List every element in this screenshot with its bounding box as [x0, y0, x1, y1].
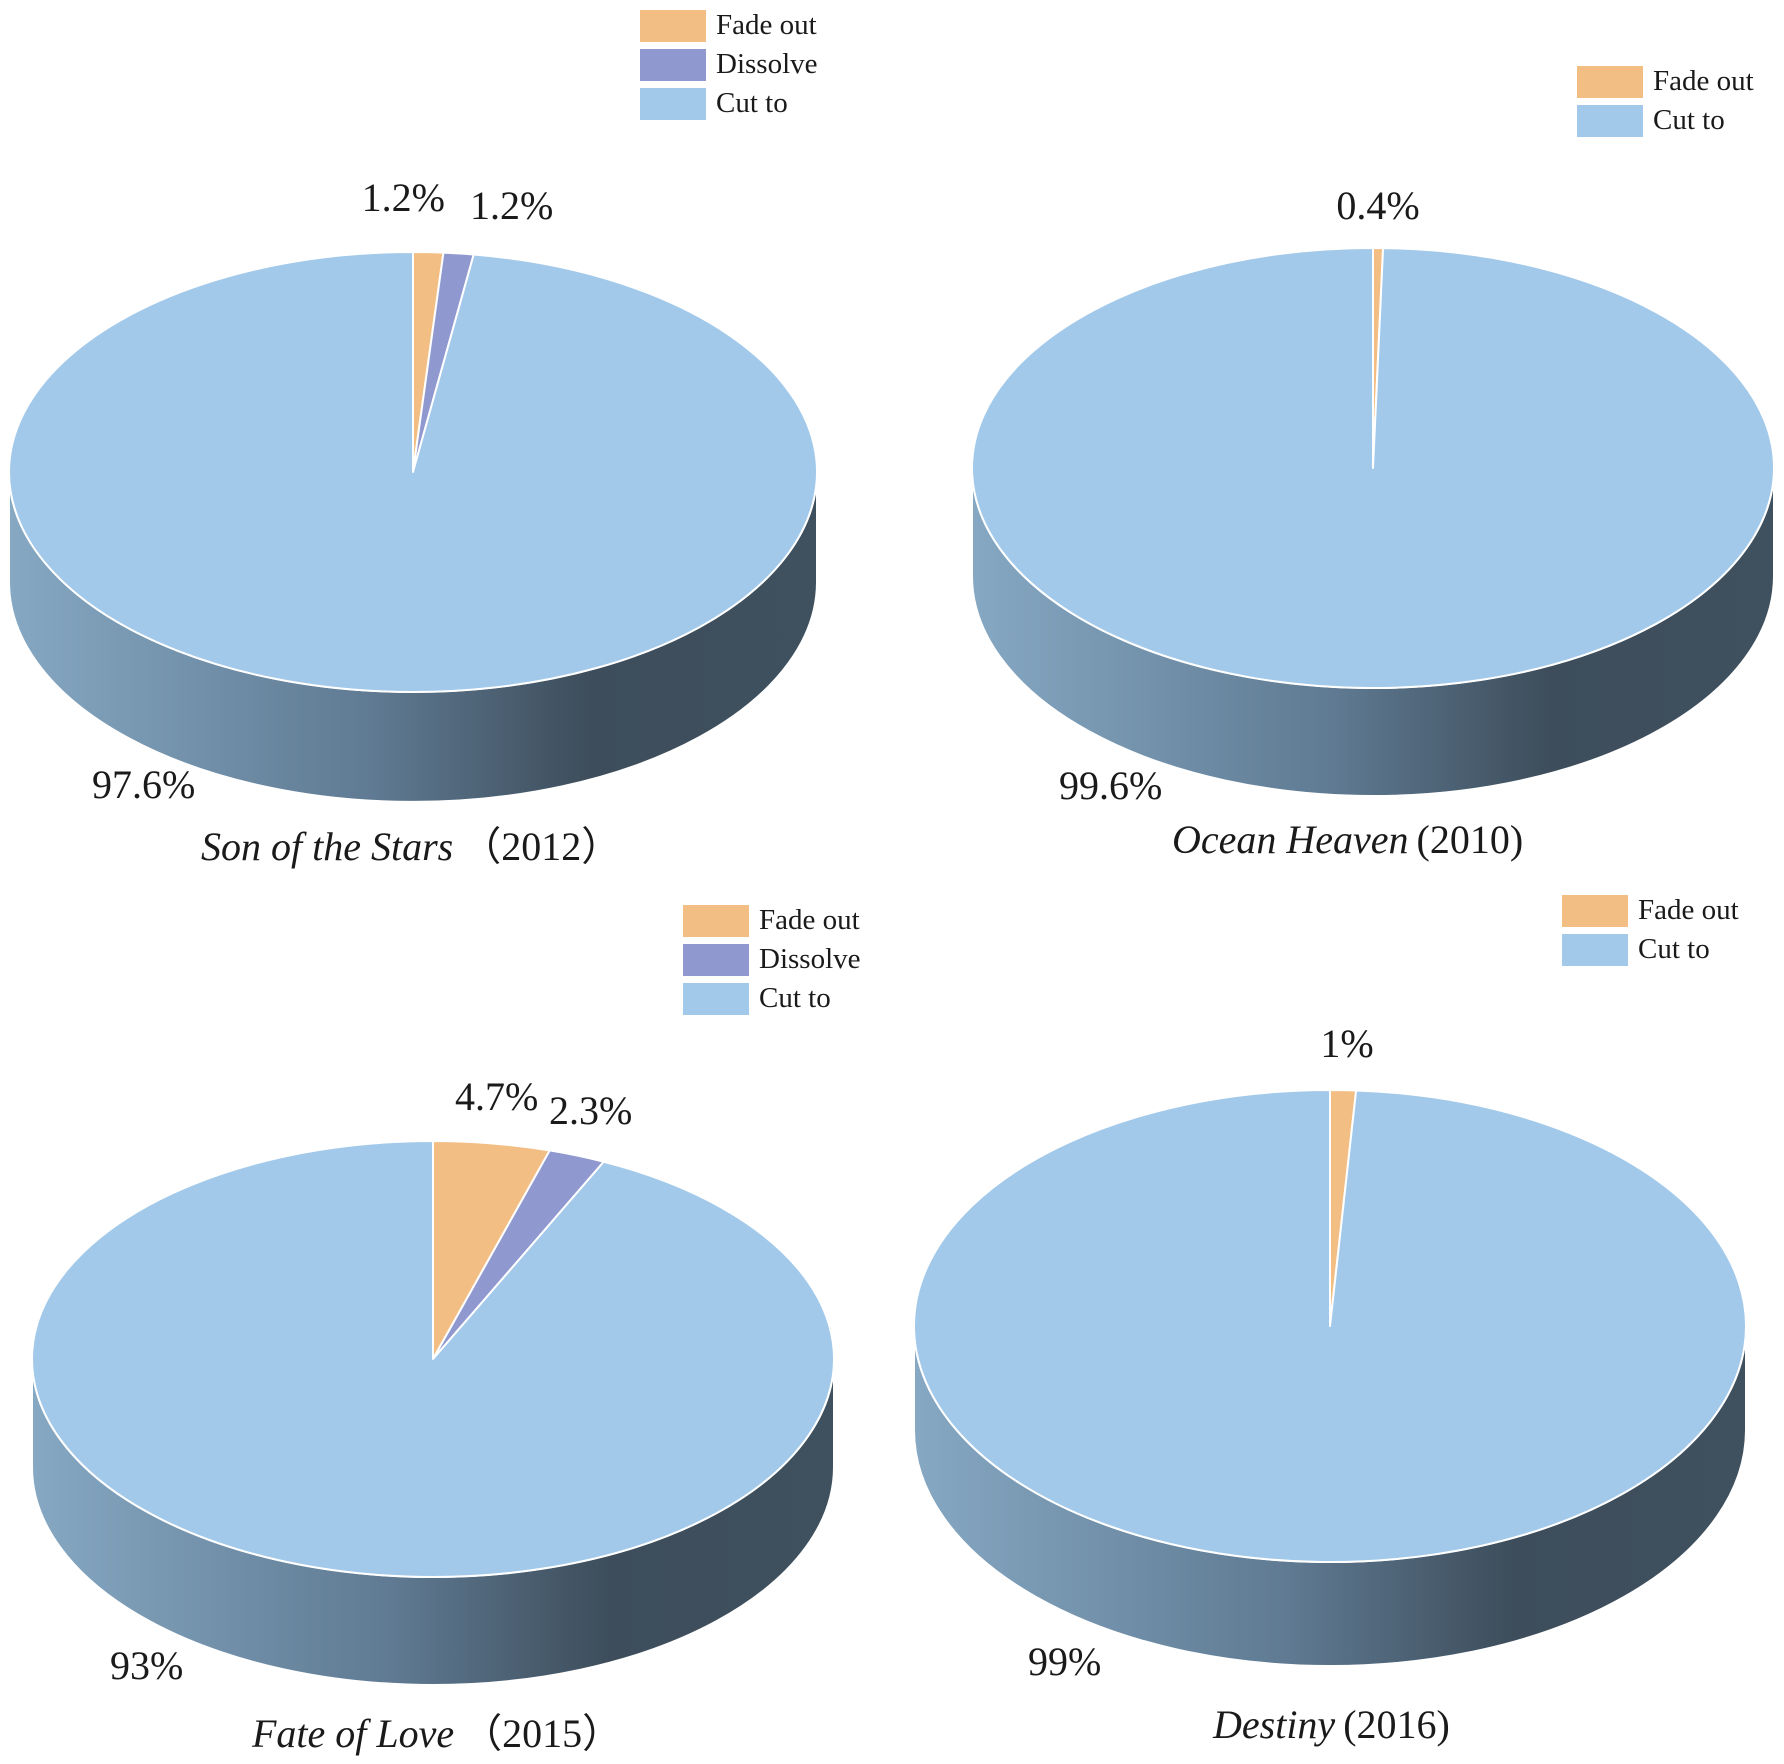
chart-caption: Son of the Stars （2012）	[201, 824, 621, 869]
legend-swatch-fade-out	[683, 905, 749, 937]
legend-swatch-cut-to	[1577, 105, 1643, 137]
pie-slice-cut-to	[30, 1140, 835, 1578]
pct-label-dissolve: 2.3%	[549, 1088, 632, 1133]
pct-label-cut-to: 99%	[1028, 1639, 1101, 1684]
pct-label-fade-out: 0.4%	[1336, 183, 1419, 228]
chart-caption: Ocean Heaven (2010)	[1172, 817, 1523, 862]
legend-label-cut-to: Cut to	[716, 87, 788, 119]
pie-chart-2: 0.4% 99.6% Fade out Cut to Ocean Heaven (2010…	[971, 65, 1776, 862]
pie-chart-4: 1% 99% Fade out Cut to Destiny (2016)	[912, 894, 1747, 1747]
chart-year: (2010)	[1417, 817, 1524, 862]
legend: Fade out Cut to	[1562, 894, 1739, 966]
legend: Fade out Dissolve Cut to	[683, 904, 861, 1015]
chart-caption: Fate of Love （2015）	[251, 1711, 622, 1756]
chart-title: Ocean Heaven	[1172, 817, 1409, 862]
pct-label-fade-out: 1.2%	[362, 175, 445, 220]
legend-swatch-cut-to	[683, 983, 749, 1015]
chart-year: （2012）	[461, 824, 621, 869]
chart-title: Son of the Stars	[201, 824, 453, 869]
legend-label-fade-out: Fade out	[1638, 894, 1739, 926]
pct-label-dissolve: 1.2%	[470, 183, 553, 228]
chart-title: Fate of Love	[251, 1711, 454, 1756]
pct-label-fade-out: 1%	[1320, 1021, 1373, 1066]
pie-chart-3: 4.7% 2.3% 93% Fade out Dissolve Cut to Fate of…	[30, 904, 861, 1756]
chart-title: Destiny	[1212, 1702, 1335, 1747]
legend-label-cut-to: Cut to	[1638, 933, 1710, 965]
legend-label-cut-to: Cut to	[1653, 104, 1725, 136]
legend-label-fade-out: Fade out	[716, 9, 817, 41]
legend-swatch-fade-out	[1577, 66, 1643, 98]
pie-slice-cut-to	[912, 1089, 1747, 1563]
legend-swatch-fade-out	[1562, 895, 1628, 927]
pct-label-cut-to: 97.6%	[92, 762, 195, 807]
pie-chart-1: 1.2% 1.2% 97.6% Fade out Dissolve Cut to Son o…	[7, 9, 818, 869]
pct-label-fade-out: 4.7%	[455, 1074, 538, 1119]
legend-label-dissolve: Dissolve	[759, 943, 861, 975]
legend-label-dissolve: Dissolve	[716, 48, 818, 80]
legend-swatch-cut-to	[1562, 934, 1628, 966]
legend: Fade out Dissolve Cut to	[640, 9, 818, 120]
legend-label-cut-to: Cut to	[759, 982, 831, 1014]
legend-swatch-dissolve	[683, 944, 749, 976]
chart-year: (2016)	[1343, 1702, 1450, 1747]
pie-slice-cut-to	[971, 247, 1776, 689]
pct-label-cut-to: 99.6%	[1059, 763, 1162, 808]
pie-slice-cut-to	[7, 251, 818, 693]
chart-caption: Destiny (2016)	[1212, 1702, 1450, 1747]
legend-swatch-cut-to	[640, 88, 706, 120]
pct-label-cut-to: 93%	[110, 1643, 183, 1688]
legend: Fade out Cut to	[1577, 65, 1754, 137]
legend-swatch-dissolve	[640, 49, 706, 81]
legend-label-fade-out: Fade out	[759, 904, 860, 936]
legend-label-fade-out: Fade out	[1653, 65, 1754, 97]
legend-swatch-fade-out	[640, 10, 706, 42]
chart-year: （2015）	[462, 1711, 622, 1756]
